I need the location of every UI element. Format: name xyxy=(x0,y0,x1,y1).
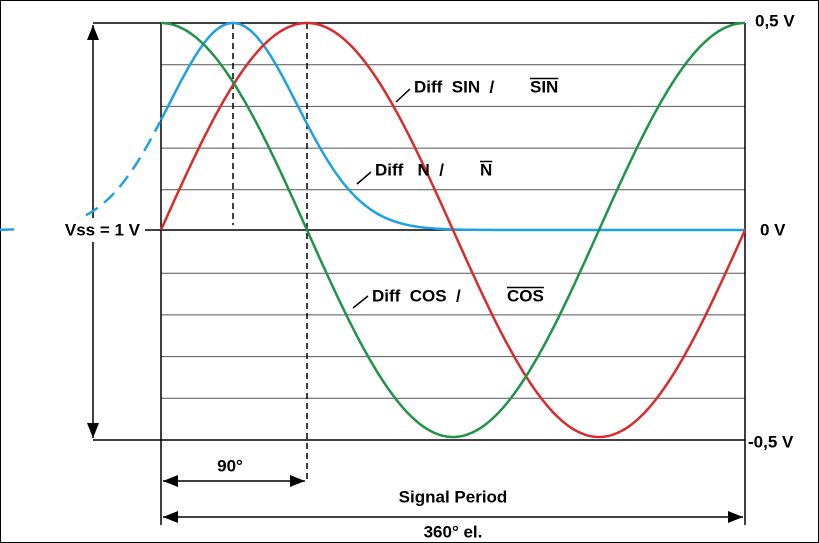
leader xyxy=(395,88,411,103)
cos-inverse: COS xyxy=(507,286,544,305)
bottom-label: -0,5 V xyxy=(748,432,794,451)
quarter-label: 90° xyxy=(217,456,243,475)
sin-label: Diff SIN / xyxy=(414,77,495,96)
n-inverse: N xyxy=(480,160,492,179)
period-label: 360° el. xyxy=(424,522,483,541)
period-title: Signal Period xyxy=(399,487,508,506)
cos-label: Diff COS / xyxy=(372,286,461,305)
cos-curve xyxy=(161,21,745,439)
n-curve-extension xyxy=(0,121,162,231)
sin-inverse: SIN xyxy=(530,77,558,96)
leader xyxy=(352,295,369,309)
amplitude-label: Vss = 1 V xyxy=(65,220,141,239)
leader xyxy=(356,171,372,185)
grid xyxy=(161,64,745,399)
zero-label: 0 V xyxy=(760,220,786,239)
n-label: Diff N / xyxy=(375,160,444,179)
label-bg xyxy=(14,218,142,242)
sin-curve xyxy=(159,21,747,439)
n-curve xyxy=(159,21,745,232)
top-label: 0,5 V xyxy=(755,11,795,30)
